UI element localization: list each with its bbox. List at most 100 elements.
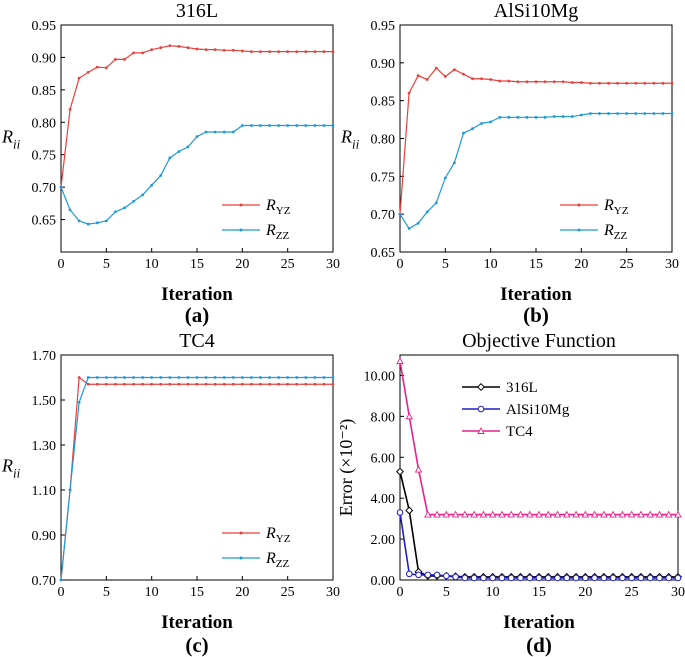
data-point	[425, 78, 429, 81]
y-tick-label: 0.65	[371, 246, 396, 261]
data-point	[581, 510, 590, 518]
data-point	[104, 376, 108, 379]
x-tick-label: 5	[443, 585, 450, 600]
data-point	[498, 79, 502, 83]
legend-item: 316L	[462, 380, 538, 396]
data-point	[77, 76, 81, 80]
legend-item: RZZ	[560, 222, 628, 242]
plot-frame	[399, 24, 673, 253]
data-point	[579, 81, 583, 84]
data-point	[471, 77, 474, 81]
y-tick-label: 0.95	[32, 19, 57, 34]
y-tick-label: 0.70	[32, 181, 57, 196]
data-point	[259, 50, 262, 53]
data-point	[600, 574, 608, 582]
legend-marker	[239, 531, 243, 535]
data-point	[204, 376, 208, 379]
data-point	[277, 376, 280, 379]
x-axis-label: Iteration	[161, 612, 233, 633]
legend-item: TC4	[462, 424, 533, 440]
data-point	[213, 48, 217, 52]
data-point	[480, 77, 483, 81]
x-tick-label: 30	[665, 257, 679, 272]
data-point	[643, 112, 647, 115]
data-point	[619, 574, 626, 582]
data-point	[204, 48, 208, 52]
data-point	[240, 382, 244, 386]
data-point	[543, 80, 547, 84]
legend-label: RZZ	[265, 222, 290, 242]
legend-label: RZZ	[265, 550, 290, 570]
data-point	[591, 574, 598, 582]
data-point	[159, 174, 163, 177]
legend-label: AlSi10Mg	[506, 402, 570, 418]
y-tick-label: 8.00	[371, 410, 396, 425]
data-point	[159, 382, 163, 386]
panel-label: (d)	[526, 633, 552, 657]
series-alsi10mg	[396, 509, 682, 582]
data-point	[516, 510, 525, 518]
data-point	[141, 382, 145, 386]
data-point	[553, 510, 562, 518]
data-point	[405, 506, 414, 515]
data-point	[150, 183, 154, 187]
data-point	[86, 382, 90, 386]
data-point	[480, 574, 487, 582]
data-point	[250, 124, 253, 127]
data-point	[652, 81, 656, 85]
legend-marker	[239, 228, 243, 232]
data-point	[77, 400, 81, 404]
data-point	[434, 201, 438, 205]
data-point	[634, 81, 638, 85]
series-316l	[395, 467, 683, 581]
series-line	[60, 376, 333, 581]
data-point	[415, 571, 422, 579]
chart-title: 316L	[176, 0, 218, 22]
legend-item: RZZ	[222, 550, 290, 570]
data-point	[259, 382, 262, 386]
series-rzz	[59, 124, 335, 226]
data-point	[637, 574, 645, 582]
x-tick-label: 30	[326, 585, 340, 600]
x-tick-label: 25	[625, 585, 639, 600]
data-point	[534, 80, 538, 84]
data-point	[471, 127, 474, 131]
data-point	[561, 80, 565, 84]
data-point	[114, 57, 117, 61]
x-tick-label: 25	[281, 585, 295, 600]
plot-frame	[399, 354, 679, 581]
data-point	[554, 574, 561, 582]
data-point	[572, 574, 580, 582]
data-point	[186, 376, 190, 379]
data-point	[268, 50, 271, 53]
data-point	[616, 112, 619, 115]
y-tick-label: 0.65	[32, 214, 57, 229]
y-axis-label: Rii	[340, 127, 360, 152]
data-point	[489, 120, 493, 124]
y-tick-label: 0.90	[32, 529, 57, 544]
x-tick-label: 5	[103, 257, 110, 272]
data-point	[661, 81, 665, 85]
data-point	[507, 510, 515, 518]
data-point	[168, 44, 172, 48]
data-point	[442, 510, 451, 518]
legend-item: AlSi10Mg	[462, 402, 570, 418]
data-point	[452, 573, 459, 581]
data-point	[277, 124, 280, 127]
data-point	[407, 91, 411, 95]
x-tick-label: 10	[486, 585, 500, 600]
data-point	[132, 51, 135, 55]
data-point	[268, 376, 271, 379]
y-tick-label: 6.00	[371, 451, 396, 466]
data-point	[141, 376, 145, 379]
panel-label: (a)	[185, 303, 210, 327]
data-point	[563, 510, 571, 518]
data-point	[250, 376, 253, 379]
data-point	[231, 130, 235, 134]
data-point	[628, 574, 635, 582]
series-rzz	[398, 112, 674, 230]
legend-marker	[577, 228, 581, 232]
legend-item: RYZ	[222, 197, 291, 217]
data-point	[544, 510, 553, 518]
